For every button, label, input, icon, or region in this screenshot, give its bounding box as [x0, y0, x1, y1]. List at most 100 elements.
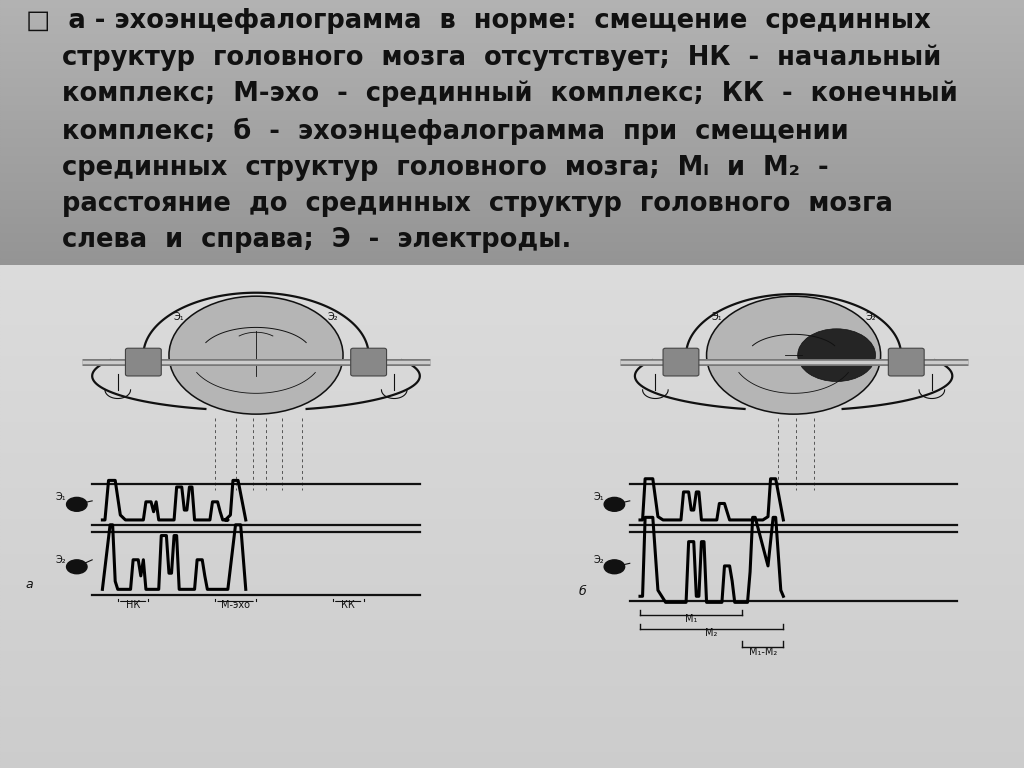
- Bar: [0, 7, 1024, 9]
- Bar: [0, 688, 1024, 692]
- Circle shape: [169, 296, 343, 414]
- Bar: [0, 612, 1024, 615]
- Bar: [0, 345, 1024, 348]
- Text: а: а: [26, 578, 33, 591]
- Bar: [0, 166, 1024, 168]
- Bar: [0, 754, 1024, 757]
- Bar: [0, 15, 1024, 18]
- Bar: [0, 95, 1024, 98]
- Bar: [0, 99, 1024, 101]
- Bar: [0, 71, 1024, 73]
- Bar: [0, 578, 1024, 581]
- Bar: [0, 528, 1024, 532]
- Bar: [0, 58, 1024, 60]
- Bar: [0, 511, 1024, 515]
- Bar: [0, 108, 1024, 111]
- Bar: [0, 313, 1024, 317]
- Bar: [0, 750, 1024, 754]
- Bar: [0, 239, 1024, 240]
- Bar: [0, 494, 1024, 498]
- Bar: [0, 164, 1024, 166]
- Bar: [0, 487, 1024, 491]
- Text: Э₂: Э₂: [328, 313, 338, 323]
- Bar: [0, 53, 1024, 55]
- Bar: [0, 263, 1024, 265]
- Bar: [0, 214, 1024, 217]
- FancyBboxPatch shape: [125, 348, 162, 376]
- Bar: [0, 747, 1024, 750]
- Bar: [0, 181, 1024, 184]
- Bar: [0, 159, 1024, 161]
- Bar: [0, 560, 1024, 563]
- Bar: [0, 111, 1024, 113]
- Bar: [0, 549, 1024, 553]
- Bar: [0, 571, 1024, 574]
- Bar: [0, 55, 1024, 58]
- Bar: [0, 660, 1024, 664]
- Bar: [0, 119, 1024, 121]
- Bar: [0, 146, 1024, 148]
- Bar: [0, 338, 1024, 341]
- Bar: [0, 40, 1024, 42]
- Bar: [0, 355, 1024, 359]
- Bar: [0, 104, 1024, 106]
- Bar: [0, 546, 1024, 549]
- Bar: [0, 46, 1024, 48]
- Bar: [0, 51, 1024, 53]
- Bar: [0, 168, 1024, 170]
- Bar: [0, 414, 1024, 418]
- Bar: [0, 22, 1024, 25]
- Bar: [0, 654, 1024, 657]
- Bar: [0, 260, 1024, 263]
- Bar: [0, 126, 1024, 128]
- Bar: [0, 18, 1024, 20]
- Bar: [0, 154, 1024, 157]
- Bar: [0, 296, 1024, 300]
- Bar: [0, 11, 1024, 13]
- Bar: [0, 80, 1024, 81]
- Bar: [0, 88, 1024, 91]
- Bar: [0, 553, 1024, 556]
- Bar: [0, 179, 1024, 181]
- Bar: [0, 81, 1024, 84]
- Bar: [0, 192, 1024, 194]
- Bar: [0, 452, 1024, 455]
- Bar: [0, 324, 1024, 327]
- Bar: [0, 250, 1024, 252]
- Bar: [0, 459, 1024, 462]
- Bar: [0, 619, 1024, 622]
- Bar: [0, 428, 1024, 432]
- Bar: [0, 737, 1024, 740]
- Bar: [0, 38, 1024, 40]
- Bar: [0, 258, 1024, 260]
- Bar: [0, 404, 1024, 407]
- Bar: [0, 247, 1024, 250]
- Bar: [0, 293, 1024, 296]
- Bar: [0, 31, 1024, 33]
- Text: М₂: М₂: [706, 628, 718, 638]
- Bar: [0, 128, 1024, 131]
- Bar: [0, 283, 1024, 286]
- Bar: [0, 174, 1024, 177]
- Bar: [0, 212, 1024, 214]
- Text: Э₂: Э₂: [56, 554, 67, 564]
- Bar: [0, 484, 1024, 487]
- Bar: [0, 591, 1024, 594]
- Bar: [0, 393, 1024, 397]
- Bar: [0, 73, 1024, 75]
- Bar: [0, 141, 1024, 144]
- Bar: [0, 480, 1024, 484]
- Bar: [0, 310, 1024, 313]
- Bar: [0, 75, 1024, 78]
- Bar: [0, 473, 1024, 477]
- Bar: [0, 101, 1024, 104]
- Bar: [0, 359, 1024, 362]
- Bar: [0, 254, 1024, 257]
- Bar: [0, 184, 1024, 186]
- Bar: [0, 68, 1024, 71]
- Bar: [0, 256, 1024, 258]
- Bar: [0, 706, 1024, 709]
- Bar: [0, 177, 1024, 179]
- Bar: [0, 60, 1024, 62]
- Bar: [0, 421, 1024, 425]
